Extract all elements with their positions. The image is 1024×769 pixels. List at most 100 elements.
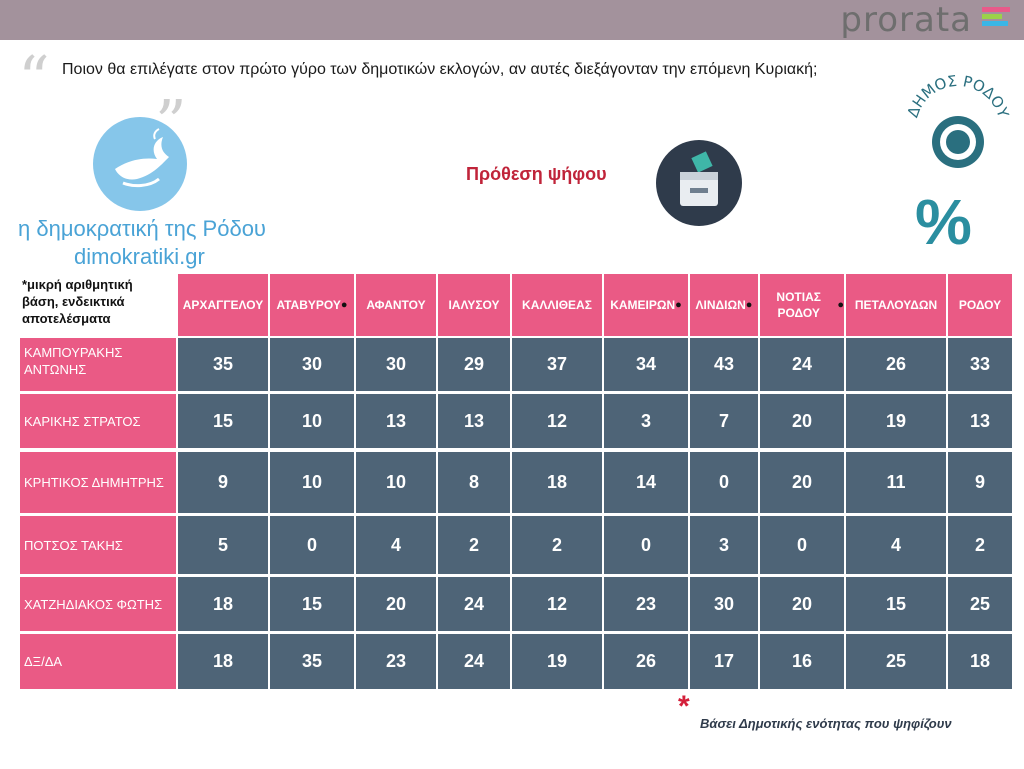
value-cell: 14 [604,452,688,513]
value-cell: 8 [438,452,510,513]
value-cell: 29 [438,338,510,391]
value-cell: 16 [760,634,844,689]
value-cell: 19 [846,394,946,448]
value-cell: 34 [604,338,688,391]
value-cell: 10 [270,452,354,513]
watermark-line-1: η δημοκρατική της Ρόδου [18,216,266,241]
value-cell: 3 [604,394,688,448]
value-cell: 9 [178,452,268,513]
small-sample-marker: ● [837,299,844,311]
value-cell: 4 [356,516,436,574]
value-cell: 23 [604,577,688,631]
column-header-label: ΡΟΔΟΥ [958,298,1002,312]
value-cell: 24 [438,634,510,689]
value-cell: 4 [846,516,946,574]
dove-logo-icon [93,117,187,211]
row-label: ΠΟΤΣΟΣ ΤΑΚΗΣ [20,516,176,574]
value-cell: 19 [512,634,602,689]
value-cell: 33 [948,338,1012,391]
small-sample-marker: ● [745,299,753,311]
value-cell: 10 [356,452,436,513]
column-header: ΝΟΤΙΑΣ ΡΟΔΟΥ ● [760,274,844,336]
value-cell: 2 [512,516,602,574]
value-cell: 25 [948,577,1012,631]
value-cell: 30 [356,338,436,391]
value-cell: 2 [438,516,510,574]
column-header-label: ΑΦΑΝΤΟΥ [366,298,426,312]
row-label: ΚΑΜΠΟΥΡΑΚΗΣ ΑΝΤΩΝΗΣ [20,338,176,391]
column-header-label: ΠΕΤΑΛΟΥΔΩΝ [854,298,938,312]
column-header: ΡΟΔΟΥ [948,274,1012,336]
value-cell: 43 [690,338,758,391]
row-label: ΚΡΗΤΙΚΟΣ ΔΗΜΗΤΡΗΣ [20,452,176,513]
column-header-label: ΚΑΜΕΙΡΩΝ [610,298,676,312]
value-cell: 24 [760,338,844,391]
column-header: ΑΦΑΝΤΟΥ [356,274,436,336]
column-header: ΚΑΛΛΙΘΕΑΣ [512,274,602,336]
row-label: ΔΞ/ΔΑ [20,634,176,689]
header-bar [0,0,1024,40]
value-cell: 20 [760,577,844,631]
value-cell: 15 [270,577,354,631]
column-header-label: ΑΡΧΑΓΓΕΛΟΥ [182,298,264,312]
watermark-line-2: dimokratiki.gr [74,244,205,269]
value-cell: 13 [948,394,1012,448]
row-label: ΚΑΡΙΚΗΣ ΣΤΡΑΤΟΣ [20,394,176,448]
brand-logo-text: prorata [840,0,972,40]
value-cell: 18 [178,577,268,631]
value-cell: 13 [356,394,436,448]
svg-text:ΔΗΜΟΣ ΡΟΔΟΥ: ΔΗΜΟΣ ΡΟΔΟΥ [904,72,1013,121]
sample-note: *μικρή αριθμητική βάση, ενδεικτικά αποτε… [22,277,133,326]
column-header: ΚΑΜΕΙΡΩΝ ● [604,274,688,336]
value-cell: 20 [356,577,436,631]
value-cell: 3 [690,516,758,574]
brand-mark-icon [982,7,1012,33]
column-header-label: ΛΙΝΔΙΩΝ [695,298,746,312]
value-cell: 0 [690,452,758,513]
column-header: ΙΑΛΥΣΟΥ [438,274,510,336]
value-cell: 26 [846,338,946,391]
footer-note: Βάσει Δημοτικής ενότητας που ψηφίζουν [700,716,952,731]
value-cell: 5 [178,516,268,574]
column-header: ΠΕΤΑΛΟΥΔΩΝ [846,274,946,336]
value-cell: 37 [512,338,602,391]
column-header-label: ΙΑΛΥΣΟΥ [448,298,500,312]
value-cell: 0 [760,516,844,574]
value-cell: 0 [604,516,688,574]
column-header: ΑΡΧΑΓΓΕΛΟΥ [178,274,268,336]
value-cell: 23 [356,634,436,689]
value-cell: 9 [948,452,1012,513]
column-header: ΛΙΝΔΙΩΝ ● [690,274,758,336]
value-cell: 25 [846,634,946,689]
value-cell: 0 [270,516,354,574]
dimos-rodou-seal-icon: ΔΗΜΟΣ ΡΟΔΟΥ [900,68,1016,176]
value-cell: 18 [948,634,1012,689]
value-cell: 13 [438,394,510,448]
value-cell: 12 [512,394,602,448]
value-cell: 15 [846,577,946,631]
value-cell: 30 [690,577,758,631]
value-cell: 20 [760,394,844,448]
value-cell: 35 [178,338,268,391]
value-cell: 35 [270,634,354,689]
value-cell: 30 [270,338,354,391]
value-cell: 7 [690,394,758,448]
value-cell: 18 [178,634,268,689]
value-cell: 15 [178,394,268,448]
value-cell: 2 [948,516,1012,574]
section-title: Πρόθεση ψήφου [466,164,607,184]
value-cell: 24 [438,577,510,631]
value-cell: 17 [690,634,758,689]
column-header: ΑΤΑΒΥΡΟΥ ● [270,274,354,336]
value-cell: 11 [846,452,946,513]
small-sample-marker: ● [340,299,348,311]
survey-question: Ποιον θα επιλέγατε στον πρώτο γύρο των δ… [62,61,818,78]
value-cell: 10 [270,394,354,448]
column-header-label: ΝΟΤΙΑΣ ΡΟΔΟΥ [776,290,821,320]
value-cell: 12 [512,577,602,631]
value-cell: 18 [512,452,602,513]
footer-asterisk: * [678,690,690,723]
small-sample-marker: ● [675,299,682,311]
ballot-box-icon [656,140,742,226]
row-label: ΧΑΤΖΗΔΙΑΚΟΣ ΦΩΤΗΣ [20,577,176,631]
